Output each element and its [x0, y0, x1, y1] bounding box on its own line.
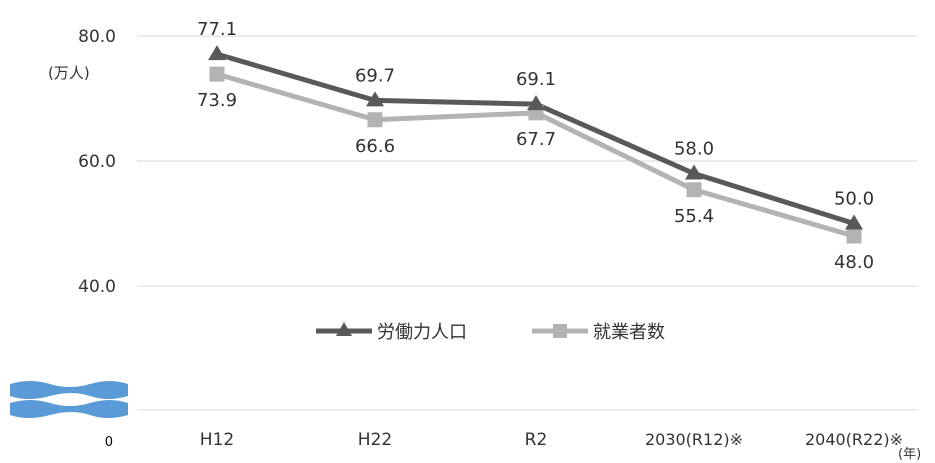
x-tick-label: R2 — [525, 430, 548, 450]
y-tick-label: 40.0 — [78, 277, 116, 297]
data-point-marker — [686, 182, 702, 198]
y-axis-unit-label: (万人) — [48, 64, 90, 82]
x-tick-label: H22 — [358, 430, 392, 450]
data-point-marker — [367, 112, 383, 128]
legend-label: 労働力人口 — [377, 322, 467, 343]
data-label: 73.9 — [197, 90, 237, 111]
data-point-marker — [527, 95, 545, 111]
axis-break-icon — [10, 381, 128, 418]
legend-item-labor-force: 労働力人口 — [316, 322, 467, 343]
data-label: 77.1 — [197, 19, 237, 40]
x-axis-unit-label: (年) — [898, 447, 921, 462]
data-point-marker — [845, 214, 863, 230]
legend-label: 就業者数 — [593, 322, 665, 343]
data-label: 69.1 — [516, 69, 556, 90]
x-tick-label: H12 — [200, 430, 234, 450]
legend: 労働力人口 就業者数 — [316, 322, 665, 343]
legend-item-employed: 就業者数 — [532, 322, 665, 343]
data-labels: 77.1 69.7 69.1 58.0 50.0 73.9 66.6 67.7 55.4 48.0 — [197, 19, 874, 273]
data-label: 55.4 — [674, 206, 714, 227]
data-label: 58.0 — [674, 139, 714, 160]
x-tick-label: 2030(R12)※ — [645, 430, 743, 449]
data-label: 66.6 — [355, 136, 395, 157]
data-point-marker — [685, 164, 703, 180]
data-point-marker — [208, 45, 226, 61]
x-tick-label: 2040(R22)※ — [805, 430, 903, 449]
y-tick-label: 80.0 — [78, 27, 116, 47]
gridlines — [137, 35, 918, 411]
data-label: 67.7 — [516, 129, 556, 150]
data-label: 48.0 — [834, 252, 874, 273]
y-tick-label: 60.0 — [78, 152, 116, 172]
y-zero-label: 0 — [105, 435, 113, 450]
data-label: 69.7 — [355, 65, 395, 86]
data-markers — [208, 45, 863, 244]
x-tick-labels: H12 H22 R2 2030(R12)※ 2040(R22)※ — [200, 430, 903, 450]
data-point-marker — [209, 66, 225, 82]
data-label: 50.0 — [834, 189, 874, 210]
y-tick-labels: 80.0 60.0 40.0 — [78, 27, 116, 297]
data-point-marker — [846, 228, 862, 244]
data-point-marker — [366, 91, 384, 107]
